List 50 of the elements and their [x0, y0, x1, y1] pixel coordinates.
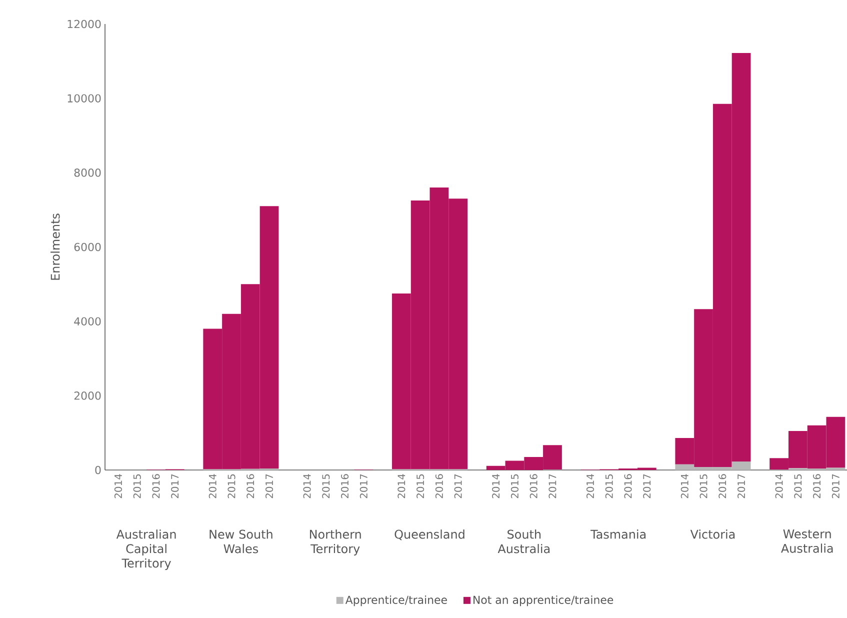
y-tick-label: 6000: [74, 242, 101, 252]
y-tick-label: 12000: [68, 20, 101, 28]
text: New South Wales: [210, 530, 272, 554]
x-tick-label: 2015: [700, 474, 708, 498]
x-tick-label: 2016: [813, 474, 821, 498]
x-tick-label: 2016: [718, 474, 726, 498]
x-tick-label: 2014: [586, 474, 594, 498]
x-tick-label: 2014: [775, 474, 783, 498]
x-tick-label: 2015: [133, 474, 141, 498]
text: Tasmania: [590, 530, 646, 539]
x-tick-label: 2016: [152, 474, 160, 498]
x-tick-label: 2014: [114, 474, 122, 498]
x-tick-label: 2017: [548, 474, 556, 498]
x-tick-label: 2014: [492, 474, 500, 498]
x-tick-label: 2014: [208, 474, 216, 498]
x-tick-label: 2016: [624, 474, 632, 498]
x-tick-label: 2017: [360, 474, 368, 498]
text: Western Australia: [781, 530, 833, 553]
x-tick-label: 2017: [265, 474, 274, 498]
y-tick-label: 10000: [68, 94, 101, 102]
legend-label: Apprentice/trainee: [345, 595, 447, 606]
y-tick-label: 4000: [74, 317, 101, 326]
text: South Australia: [498, 530, 550, 554]
x-tick-label: 2017: [738, 474, 746, 498]
x-tick-label: 2015: [416, 474, 424, 498]
x-tick-label: 2015: [794, 474, 802, 498]
x-tick-label: 2016: [435, 474, 443, 498]
x-tick-label: 2015: [510, 474, 518, 498]
text: Victoria: [690, 530, 735, 539]
x-tick-label: 2014: [680, 474, 688, 498]
y-tick-label: 8000: [74, 168, 101, 177]
x-tick-label: 2017: [171, 474, 179, 498]
x-tick-label: 2017: [454, 474, 462, 498]
x-tick-label: 2015: [322, 474, 330, 498]
text: Australian Capital Territory: [116, 530, 176, 570]
x-tick-label: 2014: [303, 474, 311, 498]
x-tick-label: 2015: [605, 474, 613, 498]
text: Northern Territory: [310, 530, 361, 556]
x-tick-label: 2016: [246, 474, 254, 498]
x-tick-label: 2017: [832, 474, 840, 498]
x-tick-label: 2017: [643, 474, 651, 498]
x-tick-label: 2016: [341, 474, 349, 498]
x-tick-label: 2015: [228, 474, 236, 498]
x-tick-label: 2014: [398, 474, 406, 498]
x-tick-label: 2016: [530, 474, 538, 498]
legend-label: Not an apprentice/trainee: [474, 595, 614, 606]
y-axis-title: Enrolments: [50, 214, 60, 280]
text: Queensland: [394, 530, 464, 540]
y-tick-label: 2000: [74, 392, 101, 400]
y-tick-label: 0: [95, 466, 101, 474]
